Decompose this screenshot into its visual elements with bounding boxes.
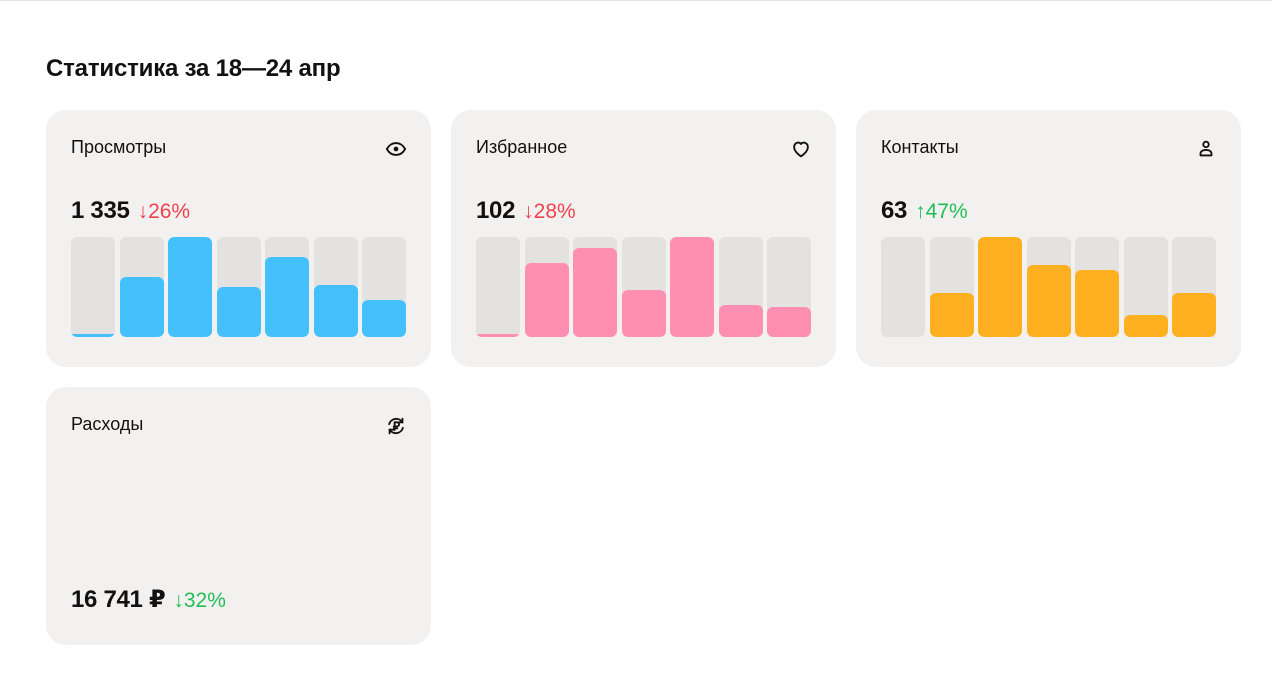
metric: 102 ↓28% bbox=[476, 197, 576, 225]
bar bbox=[168, 237, 212, 337]
metric: 63 ↑47% bbox=[881, 197, 968, 225]
bar-track bbox=[670, 237, 714, 337]
card-expenses[interactable]: Расходы 16 741 ₽ ↓32% bbox=[46, 387, 431, 645]
bar bbox=[476, 334, 520, 337]
metric-value: 63 bbox=[881, 197, 908, 224]
bar-track bbox=[621, 237, 666, 337]
bar-track bbox=[929, 237, 974, 337]
bar-chart bbox=[881, 237, 1216, 337]
metric-value: 1 335 bbox=[71, 197, 130, 224]
bar bbox=[1123, 315, 1168, 337]
ruble-refresh-icon bbox=[385, 415, 407, 437]
bar bbox=[71, 334, 115, 337]
bar bbox=[573, 248, 617, 337]
bar bbox=[1172, 293, 1216, 337]
bar bbox=[621, 290, 666, 337]
bar bbox=[718, 305, 763, 337]
metric-change: ↓28% bbox=[523, 200, 576, 223]
bar-track bbox=[881, 237, 925, 337]
metric-change: ↑47% bbox=[915, 200, 968, 223]
bar-track bbox=[767, 237, 811, 337]
card-title: Контакты bbox=[881, 137, 959, 157]
bar-chart bbox=[476, 237, 811, 337]
bar-track bbox=[216, 237, 261, 337]
bar-track bbox=[1172, 237, 1216, 337]
bar bbox=[670, 237, 714, 337]
bar bbox=[524, 263, 569, 337]
metric-change: ↓26% bbox=[137, 200, 191, 223]
bar-track bbox=[573, 237, 617, 337]
bar bbox=[978, 237, 1022, 337]
bar-track bbox=[476, 237, 520, 337]
top-divider bbox=[0, 0, 1272, 1]
heart-icon bbox=[790, 138, 812, 160]
bar bbox=[767, 307, 811, 337]
metric-change: ↓32% bbox=[173, 589, 226, 612]
bar-track bbox=[718, 237, 763, 337]
bar bbox=[1075, 270, 1119, 337]
bar-track bbox=[71, 237, 115, 337]
bar-chart bbox=[71, 237, 406, 337]
bar-track bbox=[313, 237, 358, 337]
metric: 16 741 ₽ ↓32% bbox=[71, 585, 226, 614]
bar bbox=[119, 277, 164, 337]
bar bbox=[216, 287, 261, 337]
metric: 1 335 ↓26% bbox=[71, 197, 190, 225]
bar-track bbox=[1075, 237, 1119, 337]
bar-track bbox=[362, 237, 406, 337]
bar-track bbox=[1123, 237, 1168, 337]
page-title: Статистика за 18—24 апр bbox=[46, 55, 341, 82]
bar-track bbox=[119, 237, 164, 337]
bar-track bbox=[524, 237, 569, 337]
eye-icon bbox=[385, 138, 407, 160]
bar bbox=[1026, 265, 1071, 337]
bar bbox=[265, 257, 309, 337]
bar-track bbox=[978, 237, 1022, 337]
card-favorites[interactable]: Избранное 102 ↓28% bbox=[451, 110, 836, 367]
card-title: Избранное bbox=[476, 137, 568, 157]
card-contacts[interactable]: Контакты 63 ↑47% bbox=[856, 110, 1241, 367]
metric-value: 102 bbox=[476, 197, 516, 224]
bar bbox=[313, 285, 358, 337]
card-title: Расходы bbox=[71, 414, 144, 434]
user-icon bbox=[1195, 138, 1217, 160]
bar bbox=[362, 300, 406, 337]
bar-track bbox=[168, 237, 212, 337]
bar-track bbox=[265, 237, 309, 337]
bar-track bbox=[1026, 237, 1071, 337]
card-title: Просмотры bbox=[71, 137, 167, 157]
card-views[interactable]: Просмотры 1 335 ↓26% bbox=[46, 110, 431, 367]
bar bbox=[929, 293, 974, 337]
metric-value: 16 741 ₽ bbox=[71, 586, 166, 613]
